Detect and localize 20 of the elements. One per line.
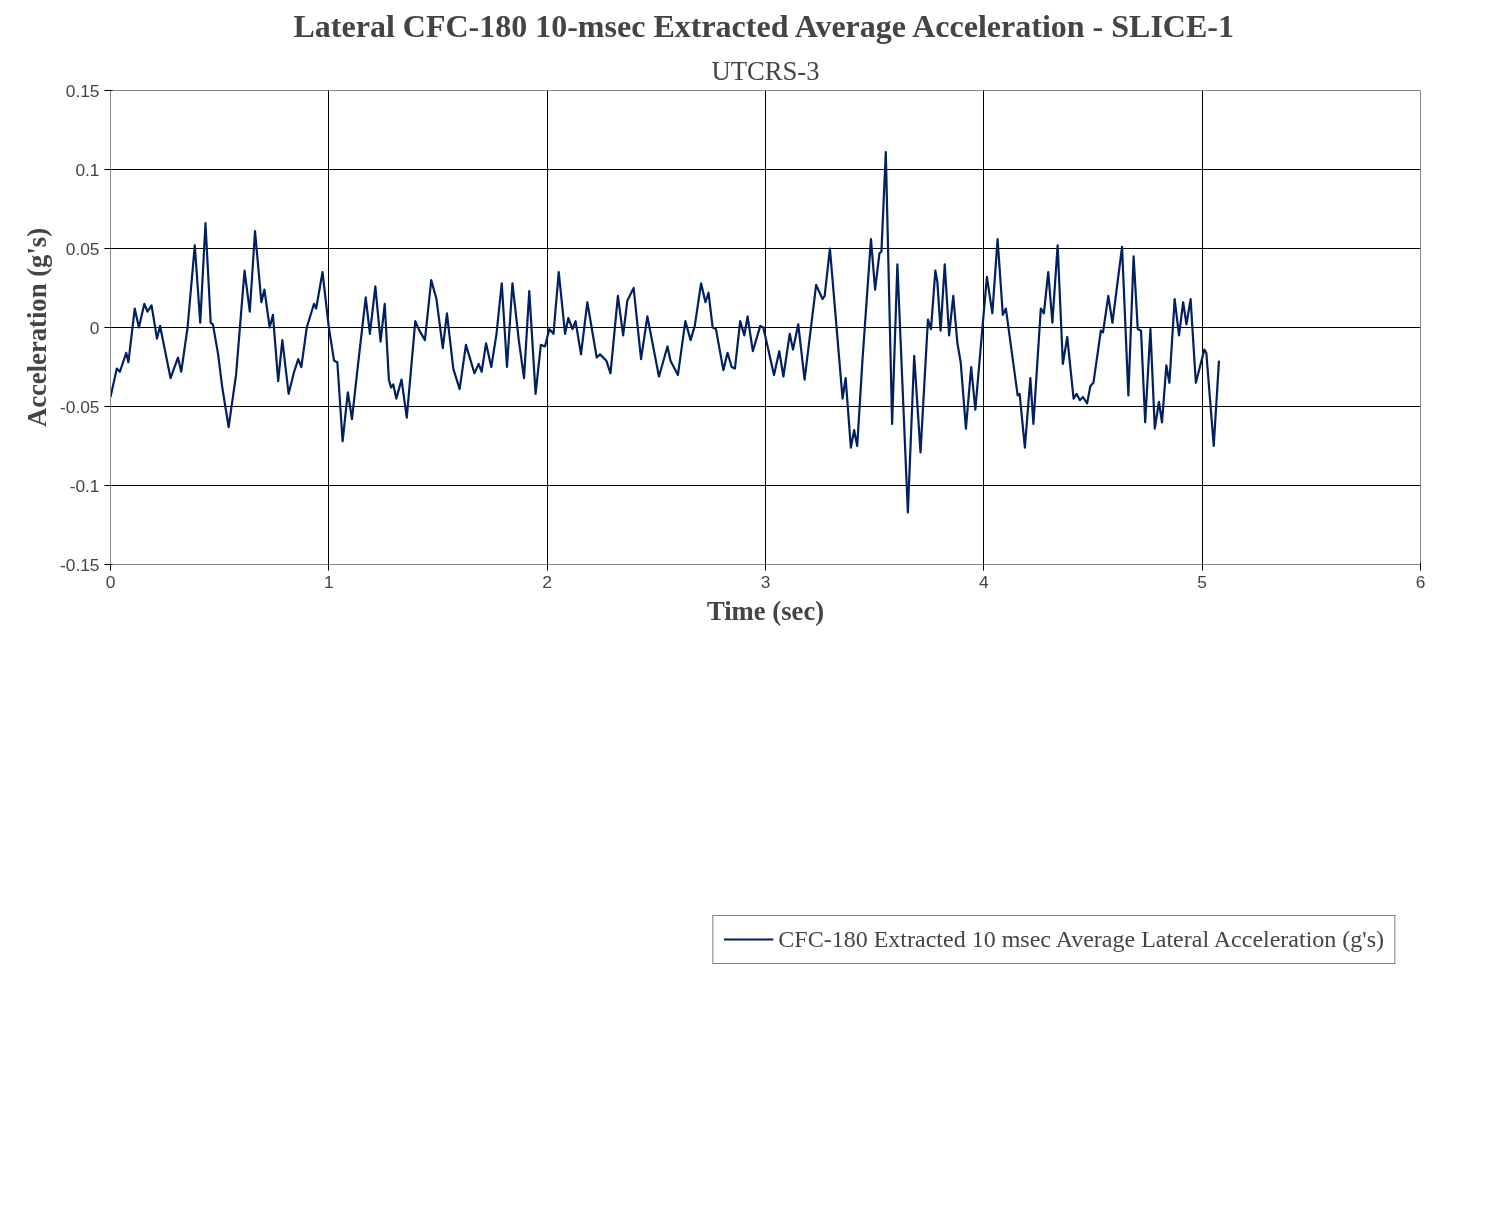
x-tick-label: 5 bbox=[1197, 571, 1207, 592]
y-axis-title: Acceleration (g's) bbox=[22, 227, 52, 428]
y-tick-label: 0.1 bbox=[75, 159, 100, 180]
x-tick-label: 4 bbox=[979, 571, 990, 592]
y-tick-label: 0.15 bbox=[65, 80, 100, 101]
legend-label: CFC-180 Extracted 10 msec Average Lateral Acceleration (g's) bbox=[778, 925, 1384, 953]
x-tick-label: 6 bbox=[1415, 571, 1426, 592]
x-tick-label: 0 bbox=[105, 571, 116, 592]
y-tick-label: -0.05 bbox=[60, 396, 100, 417]
x-tick-label: 2 bbox=[542, 571, 552, 592]
y-tick-label: 0 bbox=[89, 317, 100, 338]
chart-subtitle: UTCRS-3 bbox=[711, 55, 820, 86]
x-tick-label: 1 bbox=[324, 571, 334, 592]
y-tick-label: -0.15 bbox=[60, 554, 100, 575]
y-tick-label: -0.1 bbox=[69, 475, 100, 496]
line-series bbox=[110, 151, 1221, 514]
y-tick-label: 0.05 bbox=[65, 238, 100, 259]
x-axis-title: Time (sec) bbox=[706, 595, 825, 626]
x-tick-label: 3 bbox=[760, 571, 771, 592]
chart-title: Lateral CFC-180 10-msec Extracted Average Acceleration - SLICE-1 bbox=[293, 7, 1234, 44]
